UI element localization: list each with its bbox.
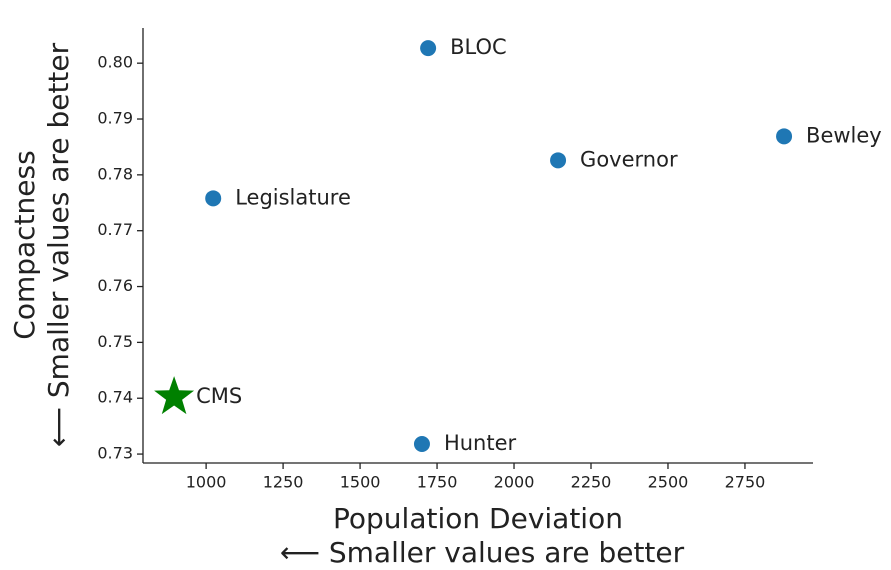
point-marker bbox=[420, 40, 437, 57]
point-marker bbox=[205, 190, 222, 207]
point-label: Hunter bbox=[444, 431, 517, 455]
y-tick-label: 0.73 bbox=[97, 444, 133, 463]
x-tick-label: 2250 bbox=[571, 473, 612, 492]
point-label: CMS bbox=[196, 384, 242, 408]
point-label: Governor bbox=[580, 147, 678, 171]
x-tick-label: 2750 bbox=[725, 473, 766, 492]
point-marker bbox=[550, 152, 567, 169]
point-marker bbox=[154, 376, 195, 415]
x-tick-label: 1750 bbox=[417, 473, 458, 492]
y-tick-label: 0.74 bbox=[97, 388, 133, 407]
x-axis-label: Population Deviation bbox=[333, 502, 623, 535]
x-tick-label: 1000 bbox=[186, 473, 227, 492]
point-marker bbox=[413, 436, 430, 453]
x-tick-label: 1250 bbox=[263, 473, 304, 492]
y-tick-label: 0.80 bbox=[97, 53, 133, 72]
y-axis-label: ⟵ Smaller values are better bbox=[42, 42, 75, 447]
y-tick-label: 0.78 bbox=[97, 164, 133, 183]
point-label: Legislature bbox=[235, 185, 351, 209]
x-tick-label: 2000 bbox=[494, 473, 535, 492]
point-label: Bewley bbox=[806, 123, 882, 147]
y-tick-label: 0.75 bbox=[97, 332, 133, 351]
x-tick-label: 1500 bbox=[340, 473, 381, 492]
point-marker bbox=[776, 128, 793, 145]
y-tick-label: 0.77 bbox=[97, 220, 133, 239]
y-tick-label: 0.79 bbox=[97, 109, 133, 128]
y-tick-label: 0.76 bbox=[97, 276, 133, 295]
point-label: BLOC bbox=[450, 35, 507, 59]
x-tick-label: 2500 bbox=[648, 473, 689, 492]
y-axis-label: Compactness bbox=[8, 150, 41, 339]
x-axis-label: ⟵ Smaller values are better bbox=[280, 536, 685, 569]
